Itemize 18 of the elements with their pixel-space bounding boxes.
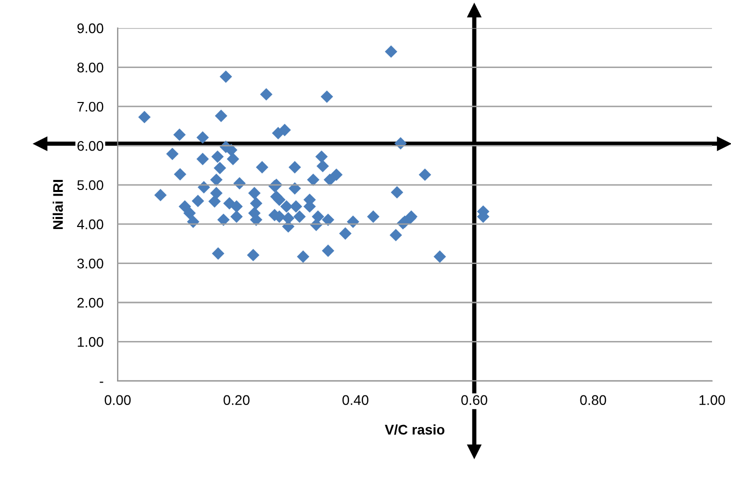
y-tick-label: 2.00	[77, 298, 104, 308]
x-tick-label: 0.40	[342, 395, 368, 405]
y-tick-label: 5.00	[77, 180, 104, 190]
y-tick-label: 8.00	[77, 62, 104, 72]
x-tick-label: 0.60	[461, 395, 488, 405]
x-axis-title: V/C rasio	[384, 424, 444, 435]
y-tick-label: 4.00	[77, 219, 104, 230]
x-tick-label: 0.00	[104, 395, 131, 405]
y-tick-label: 3.00	[77, 258, 104, 268]
y-tick-label: 6.00	[77, 141, 104, 151]
y-tick-label: 1.00	[78, 337, 104, 347]
y-tick-label: 9.00	[77, 23, 104, 34]
x-tick-label: 0.20	[224, 395, 250, 405]
x-tick-label: 0.80	[580, 395, 606, 405]
y-tick-label: 7.00	[77, 102, 104, 112]
y-axis-title: Nilai IRI	[52, 180, 63, 230]
x-tick-label: 1.00	[700, 395, 725, 405]
y-tick-label: -	[100, 382, 104, 383]
